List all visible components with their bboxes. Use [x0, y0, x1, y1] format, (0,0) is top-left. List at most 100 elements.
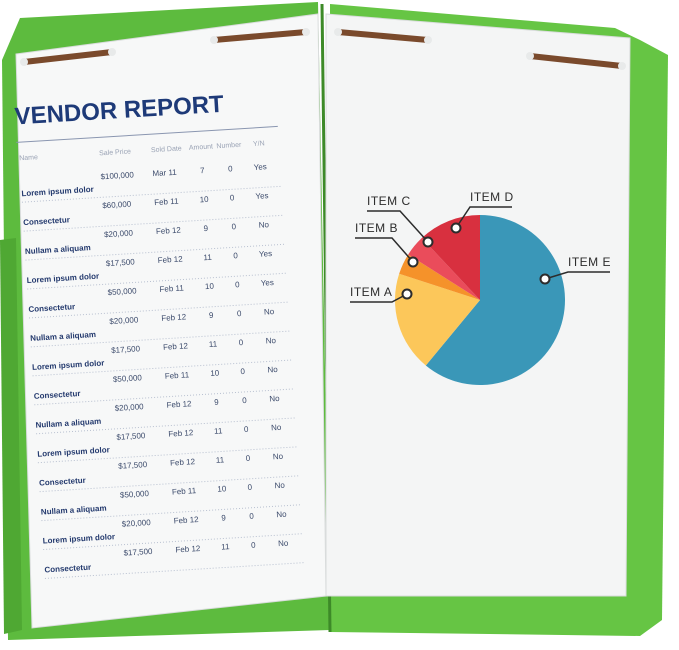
table-cell: Consectetur [44, 563, 91, 575]
table-cell: 0 [228, 164, 234, 173]
table-cell: $20,000 [114, 402, 144, 413]
table-cell: 0 [233, 251, 239, 260]
table-cell: $20,000 [104, 228, 134, 239]
table-cell: 0 [235, 280, 241, 289]
table-cell: Lorem ipsum dolor [21, 185, 94, 198]
table-cell: 0 [231, 222, 237, 231]
table-cell: $60,000 [102, 199, 132, 210]
table-cell: $50,000 [120, 489, 150, 500]
table-cell: 0 [242, 396, 248, 405]
table-cell: $17,500 [106, 257, 136, 268]
table-cell: No [264, 307, 275, 317]
fastener-holes [20, 28, 626, 70]
row-rule [23, 214, 284, 232]
table-cell: 11 [214, 426, 223, 436]
table-cell: $17,500 [123, 547, 153, 558]
row-rule [34, 388, 294, 406]
table-cell: Nullam a aliquam [35, 417, 101, 430]
row-rule [32, 359, 293, 377]
table-cell: Feb 12 [163, 341, 189, 352]
table-cell: 0 [244, 425, 250, 434]
table-cell: Feb 12 [175, 544, 201, 555]
table-cell: Feb 12 [161, 312, 187, 323]
table-cell: Yes [261, 278, 275, 288]
table-cell: No [276, 510, 287, 520]
table-cell: 10 [205, 282, 215, 292]
table-cell: Lorem ipsum dolor [26, 272, 99, 285]
table-cell: $100,000 [100, 170, 134, 181]
table-cell: Consectetur [34, 389, 81, 401]
table-cell: Feb 12 [173, 515, 199, 526]
pie-label: ITEM E [568, 255, 611, 269]
table-cell: Nullam a aliquam [25, 243, 91, 256]
table-cell: 11 [209, 340, 218, 350]
table-cell: 0 [247, 483, 253, 492]
pie-slice [408, 238, 480, 300]
table-cell: $17,500 [116, 431, 146, 442]
row-rule [25, 243, 286, 261]
table-cell: No [271, 423, 282, 433]
table-header: Sold Date [151, 145, 182, 154]
row-rule [36, 417, 296, 435]
pie-slice [421, 215, 480, 300]
table-header: Y/N [253, 140, 265, 148]
pie-slice [425, 215, 566, 385]
table-cell: Lorem ipsum dolor [42, 532, 115, 545]
table-cell: Feb 11 [154, 197, 179, 208]
table-cell: Yes [255, 191, 269, 201]
table-cell: 0 [249, 512, 255, 521]
callout-dot [539, 273, 551, 285]
table-cell: 10 [210, 368, 220, 378]
row-rule [41, 504, 301, 522]
pie-chart: ITEM A ITEM B ITEM C ITEM D ITEM E [350, 190, 611, 385]
table-cell: No [278, 539, 289, 549]
pie-label: ITEM A [350, 285, 392, 299]
table-cell: Feb 12 [157, 254, 183, 265]
table-cell: 11 [203, 253, 212, 263]
table-cell: Feb 12 [166, 399, 192, 410]
row-rule [30, 330, 291, 348]
table-cell: 0 [238, 338, 244, 347]
table-cell: 0 [240, 367, 246, 376]
table-cell: $17,500 [118, 460, 148, 471]
callout-dot [407, 256, 419, 268]
rule [16, 125, 278, 143]
table-cell: No [267, 365, 278, 375]
folder-edge [0, 238, 22, 634]
callout-dot [401, 288, 413, 300]
row-rule [27, 272, 287, 290]
table-cell: 10 [199, 195, 209, 205]
table-cell: No [258, 220, 269, 230]
table-cell: Feb 11 [165, 370, 190, 381]
table-cell: 11 [221, 542, 230, 552]
row-rule [44, 562, 305, 579]
table-cell: 9 [221, 513, 227, 522]
pie-label: ITEM D [470, 190, 514, 204]
row-rule [21, 185, 282, 203]
table-cell: Feb 12 [168, 428, 194, 439]
table-cell: 0 [246, 454, 252, 463]
pie-label: ITEM C [367, 194, 411, 208]
table-cell: Feb 11 [159, 283, 184, 294]
row-rule [39, 475, 300, 493]
table-cell: 0 [237, 309, 243, 318]
row-rule [37, 446, 298, 464]
table-cell: 11 [216, 455, 225, 465]
table-cell: 0 [251, 541, 257, 550]
table-cell: $50,000 [113, 373, 143, 384]
table-cell: $20,000 [122, 518, 152, 529]
callout-dot [422, 236, 434, 248]
table-cell: Feb 12 [156, 226, 182, 237]
table-cell: 7 [200, 166, 206, 175]
table-cell: No [265, 336, 276, 346]
table-cell: Lorem ipsum dolor [32, 358, 105, 371]
table-cell: No [273, 452, 284, 462]
table-header: Amount [189, 143, 214, 151]
table-cell: Consectetur [23, 215, 70, 227]
table-cell: $50,000 [107, 286, 137, 297]
table-header: Number [216, 142, 242, 151]
table-cell: 9 [203, 224, 209, 233]
table-cell: 0 [230, 193, 236, 202]
table-cell: Mar 11 [152, 168, 177, 179]
pie-slice [395, 273, 480, 366]
